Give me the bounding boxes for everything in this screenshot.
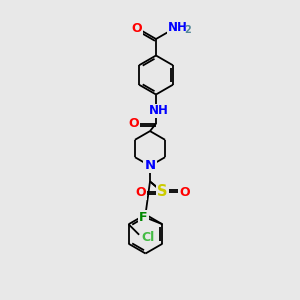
Text: F: F xyxy=(139,211,148,224)
Text: S: S xyxy=(157,184,168,200)
Text: N: N xyxy=(144,159,156,172)
Text: O: O xyxy=(136,185,146,199)
Text: O: O xyxy=(179,185,190,199)
Text: 2: 2 xyxy=(184,25,191,35)
Text: NH: NH xyxy=(148,104,168,118)
Text: Cl: Cl xyxy=(141,231,154,244)
Text: O: O xyxy=(129,117,140,130)
Text: NH: NH xyxy=(168,21,188,34)
Text: O: O xyxy=(131,22,142,35)
